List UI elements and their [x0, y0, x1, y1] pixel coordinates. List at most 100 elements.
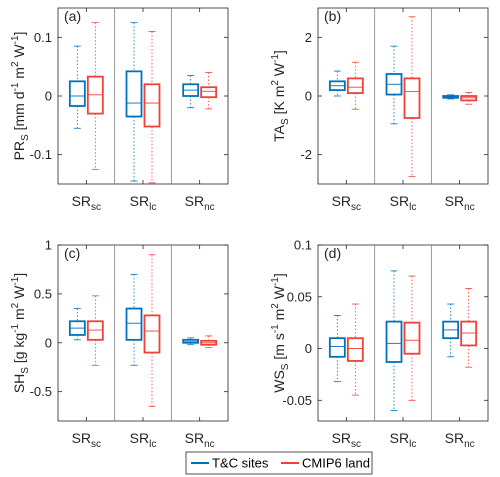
ylabel-subscript: S	[20, 134, 31, 141]
y-axis-label: WSS [m s-1 m2 W-1]	[270, 273, 291, 393]
ylabel-subscript: S	[280, 363, 291, 370]
ylabel-main: TA	[271, 124, 287, 142]
category-label: SRlc	[130, 430, 157, 450]
y-tick-label: 0.05	[287, 289, 312, 304]
category-main: SR	[445, 193, 464, 209]
iqr-box	[460, 320, 478, 347]
category-subscript: nc	[204, 439, 215, 450]
ylabel-exponent: -1	[10, 276, 21, 285]
cmip-box	[346, 303, 364, 396]
tc-box	[125, 22, 143, 182]
ylabel-unit: W	[11, 285, 27, 303]
tc-box	[182, 337, 200, 346]
category-main: SR	[185, 193, 204, 209]
category-subscript: nc	[464, 202, 475, 213]
category-label: SRlc	[130, 193, 157, 213]
category-label: SRnc	[445, 430, 475, 450]
tc-box	[385, 270, 403, 412]
tc-box	[442, 303, 460, 358]
cmip-box	[460, 288, 478, 368]
iqr-box	[143, 83, 161, 128]
y-tick-label: 0.1	[294, 238, 312, 253]
cmip-box	[200, 335, 218, 349]
category-main: SR	[72, 193, 91, 209]
ylabel-close: ]	[11, 273, 27, 277]
tc-box	[385, 45, 403, 125]
cmip-box	[143, 254, 161, 407]
iqr-box	[68, 80, 86, 107]
iqr-box	[86, 320, 104, 341]
y-tick-label: 2	[305, 30, 312, 45]
iqr-box	[200, 86, 218, 99]
cmip-box	[403, 275, 421, 401]
iqr-box	[385, 320, 403, 363]
y-tick-label: 0	[305, 341, 312, 356]
category-label: SRlc	[390, 430, 417, 450]
y-tick-label: 0	[45, 335, 52, 350]
ylabel-subscript: S	[280, 118, 291, 125]
category-subscript: sc	[91, 202, 101, 213]
iqr-box	[328, 337, 346, 358]
tc-box	[182, 75, 200, 109]
iqr-box	[403, 321, 421, 355]
tc-box	[68, 308, 86, 341]
category-subscript: nc	[464, 439, 475, 450]
y-tick-label: 0.5	[34, 286, 52, 301]
category-subscript: lc	[409, 202, 416, 213]
tc-box	[442, 94, 460, 100]
iqr-box	[125, 307, 143, 341]
panel-label: (a)	[64, 8, 81, 24]
y-tick-label: 1	[45, 238, 52, 253]
panel-label: (b)	[324, 8, 341, 24]
ylabel-unit: W	[271, 62, 287, 80]
category-subscript: sc	[351, 439, 361, 450]
cmip-box	[200, 72, 218, 110]
ylabel-exponent: -1	[10, 82, 21, 91]
iqr-box	[125, 70, 143, 118]
ylabel-unit: W	[271, 285, 287, 303]
panel-label: (d)	[324, 245, 341, 261]
category-label: SRsc	[72, 430, 101, 450]
category-label: SRnc	[185, 193, 215, 213]
tc-box	[125, 273, 143, 366]
iqr-box	[403, 77, 421, 119]
iqr-box	[182, 338, 200, 344]
y-tick-label: -0.1	[30, 147, 52, 162]
category-subscript: lc	[149, 202, 156, 213]
ylabel-exponent: -1	[270, 324, 281, 333]
category-subscript: lc	[409, 439, 416, 450]
ylabel-close: ]	[271, 273, 287, 277]
ylabel-exponent: 2	[270, 303, 281, 309]
y-axis-label: PRS [mm d-1 m2 W-1]	[10, 32, 31, 161]
y-tick-label: -0.5	[30, 384, 52, 399]
cmip-box	[460, 92, 478, 105]
y-tick-label: 0	[45, 89, 52, 104]
category-label: SRsc	[332, 193, 361, 213]
category-subscript: sc	[91, 439, 101, 450]
category-subscript: lc	[149, 439, 156, 450]
ylabel-unit: [m s	[271, 333, 287, 363]
ylabel-main: PR	[11, 141, 27, 160]
category-main: SR	[445, 430, 464, 446]
ylabel-unit: m	[11, 308, 27, 324]
ylabel-close: ]	[11, 32, 27, 36]
ylabel-exponent: -1	[270, 277, 281, 286]
legend-tc-label: T&C sites	[212, 456, 269, 471]
ylabel-exponent: 2	[10, 61, 21, 67]
category-subscript: sc	[351, 202, 361, 213]
iqr-box	[143, 314, 161, 354]
legend: T&C sites CMIP6 land	[185, 451, 373, 475]
ylabel-exponent: -1	[10, 35, 21, 44]
category-main: SR	[130, 193, 149, 209]
category-label: SRsc	[72, 193, 101, 213]
cmip-box	[143, 31, 161, 184]
category-main: SR	[332, 193, 351, 209]
legend-frame	[185, 451, 373, 475]
ylabel-exponent: -1	[270, 54, 281, 63]
ylabel-unit: [g kg	[11, 333, 27, 367]
y-axis-label: TAS [K m2 W-1]	[270, 50, 291, 142]
